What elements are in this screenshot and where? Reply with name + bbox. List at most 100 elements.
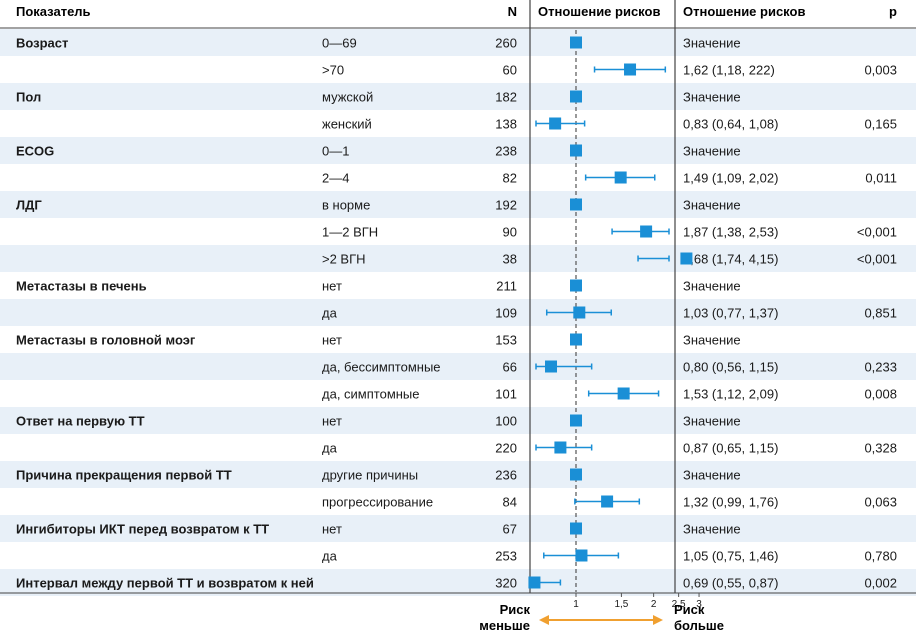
n-value: 192 bbox=[495, 198, 517, 213]
hr-point bbox=[624, 63, 637, 76]
header-n: N bbox=[508, 4, 517, 19]
hr-point bbox=[570, 333, 582, 346]
x-tick-label: 1 bbox=[573, 599, 579, 610]
n-value: 236 bbox=[495, 468, 517, 483]
n-value: 211 bbox=[496, 279, 517, 294]
group-label: ECOG bbox=[16, 144, 54, 159]
hr-value: Значение bbox=[683, 279, 741, 294]
group-label: Пол bbox=[16, 90, 41, 105]
hr-point bbox=[640, 225, 653, 238]
hr-point bbox=[570, 279, 582, 292]
hr-point bbox=[570, 198, 582, 211]
p-value: 0,328 bbox=[864, 441, 897, 456]
right-label-line1: Риск bbox=[674, 602, 705, 617]
hr-point bbox=[570, 414, 582, 427]
n-value: 84 bbox=[503, 495, 517, 510]
subgroup-label: >2 ВГН bbox=[322, 252, 366, 267]
n-value: 220 bbox=[495, 441, 517, 456]
p-value: 0,002 bbox=[864, 576, 897, 591]
n-value: 260 bbox=[495, 36, 517, 51]
p-value: 0,011 bbox=[865, 171, 897, 186]
subgroup-label: 2—4 bbox=[322, 171, 349, 186]
hr-point bbox=[570, 90, 582, 103]
table-rows: Возраст 0—69 260 Значение >70 60 1,62 (1,18, 2… bbox=[16, 36, 897, 591]
subgroup-label: нет bbox=[322, 522, 342, 537]
hr-value: 2,68 (1,74, 4,15) bbox=[683, 252, 778, 267]
hr-point bbox=[601, 495, 614, 508]
n-value: 60 bbox=[503, 63, 517, 78]
subgroup-label: другие причины bbox=[322, 468, 418, 483]
row-bands bbox=[0, 29, 916, 596]
p-value: 0,003 bbox=[864, 63, 897, 78]
p-value: 0,063 bbox=[864, 495, 897, 510]
subgroup-label: нет bbox=[322, 333, 342, 348]
subgroup-label: женский bbox=[322, 117, 372, 132]
hr-value: 1,32 (0,99, 1,76) bbox=[683, 495, 778, 510]
subgroup-label: да bbox=[322, 306, 338, 321]
x-tick-label: 3 bbox=[696, 599, 702, 610]
row-band bbox=[0, 29, 916, 56]
subgroup-label: мужской bbox=[322, 90, 373, 105]
group-label: Метастазы в головной моэг bbox=[16, 333, 196, 348]
row-band bbox=[0, 515, 916, 542]
subgroup-label: нет bbox=[322, 414, 342, 429]
hr-point bbox=[528, 576, 541, 589]
hr-point bbox=[570, 144, 582, 157]
x-tick-label: 2 bbox=[651, 599, 657, 610]
subgroup-label: прогрессирование bbox=[322, 495, 433, 510]
n-value: 182 bbox=[495, 90, 517, 105]
n-value: 82 bbox=[503, 171, 517, 186]
n-value: 238 bbox=[495, 144, 517, 159]
hr-value: 0,80 (0,56, 1,15) bbox=[683, 360, 778, 375]
hr-value: 1,49 (1,09, 2,02) bbox=[683, 171, 778, 186]
n-value: 101 bbox=[495, 387, 517, 402]
hr-value: 1,62 (1,18, 222) bbox=[683, 63, 775, 78]
group-label: Причина прекращения первой ТТ bbox=[16, 468, 232, 483]
n-value: 90 bbox=[503, 225, 517, 240]
subgroup-label: >70 bbox=[322, 63, 344, 78]
subgroup-label: да bbox=[322, 441, 338, 456]
group-label: Ингибиторы ИКТ перед возвратом к ТТ bbox=[16, 522, 269, 537]
hr-value: 0,69 (0,55, 0,87) bbox=[683, 576, 778, 591]
hr-point bbox=[617, 387, 630, 400]
group-label: Возраст bbox=[16, 36, 68, 51]
n-value: 109 bbox=[495, 306, 517, 321]
right-label-line2: больше bbox=[674, 618, 724, 633]
header-forest: Отношение рисков bbox=[538, 4, 660, 19]
subgroup-label: да, симптомные bbox=[322, 387, 420, 402]
x-tick-label: 2,5 bbox=[672, 599, 686, 610]
p-value: 0,008 bbox=[864, 387, 897, 402]
group-label: Интервал между первой ТТ и возвратом к н… bbox=[16, 576, 314, 591]
hr-point bbox=[570, 522, 582, 535]
hr-value: Значение bbox=[683, 90, 741, 105]
n-value: 320 bbox=[495, 576, 517, 591]
row-band bbox=[0, 461, 916, 488]
hr-point bbox=[575, 549, 588, 562]
hr-value: Значение bbox=[683, 414, 741, 429]
group-label: ЛДГ bbox=[16, 198, 42, 213]
x-tick-label: 1,5 bbox=[614, 599, 628, 610]
group-label: Ответ на первую ТТ bbox=[16, 414, 145, 429]
hr-value: 1,05 (0,75, 1,46) bbox=[683, 549, 778, 564]
hr-point bbox=[570, 468, 582, 481]
group-label: Метастазы в печень bbox=[16, 279, 147, 294]
row-band bbox=[0, 137, 916, 164]
p-value: 0,165 bbox=[864, 117, 897, 132]
hr-value: Значение bbox=[683, 144, 741, 159]
p-value: 0,233 bbox=[864, 360, 897, 375]
header-p: p bbox=[889, 4, 897, 19]
row-band bbox=[0, 245, 916, 272]
hr-value: Значение bbox=[683, 333, 741, 348]
hr-value: Значение bbox=[683, 468, 741, 483]
hr-value: 0,83 (0,64, 1,08) bbox=[683, 117, 778, 132]
x-axis: 1 1,5 2 2,5 3 bbox=[573, 593, 702, 610]
hr-point bbox=[545, 360, 558, 373]
hr-point bbox=[573, 306, 586, 319]
n-value: 66 bbox=[503, 360, 517, 375]
hr-value: 1,53 (1,12, 2,09) bbox=[683, 387, 778, 402]
hr-value: Значение bbox=[683, 198, 741, 213]
subgroup-label: 1—2 ВГН bbox=[322, 225, 378, 240]
row-band bbox=[0, 353, 916, 380]
subgroup-label: да, бессимптомные bbox=[322, 360, 441, 375]
